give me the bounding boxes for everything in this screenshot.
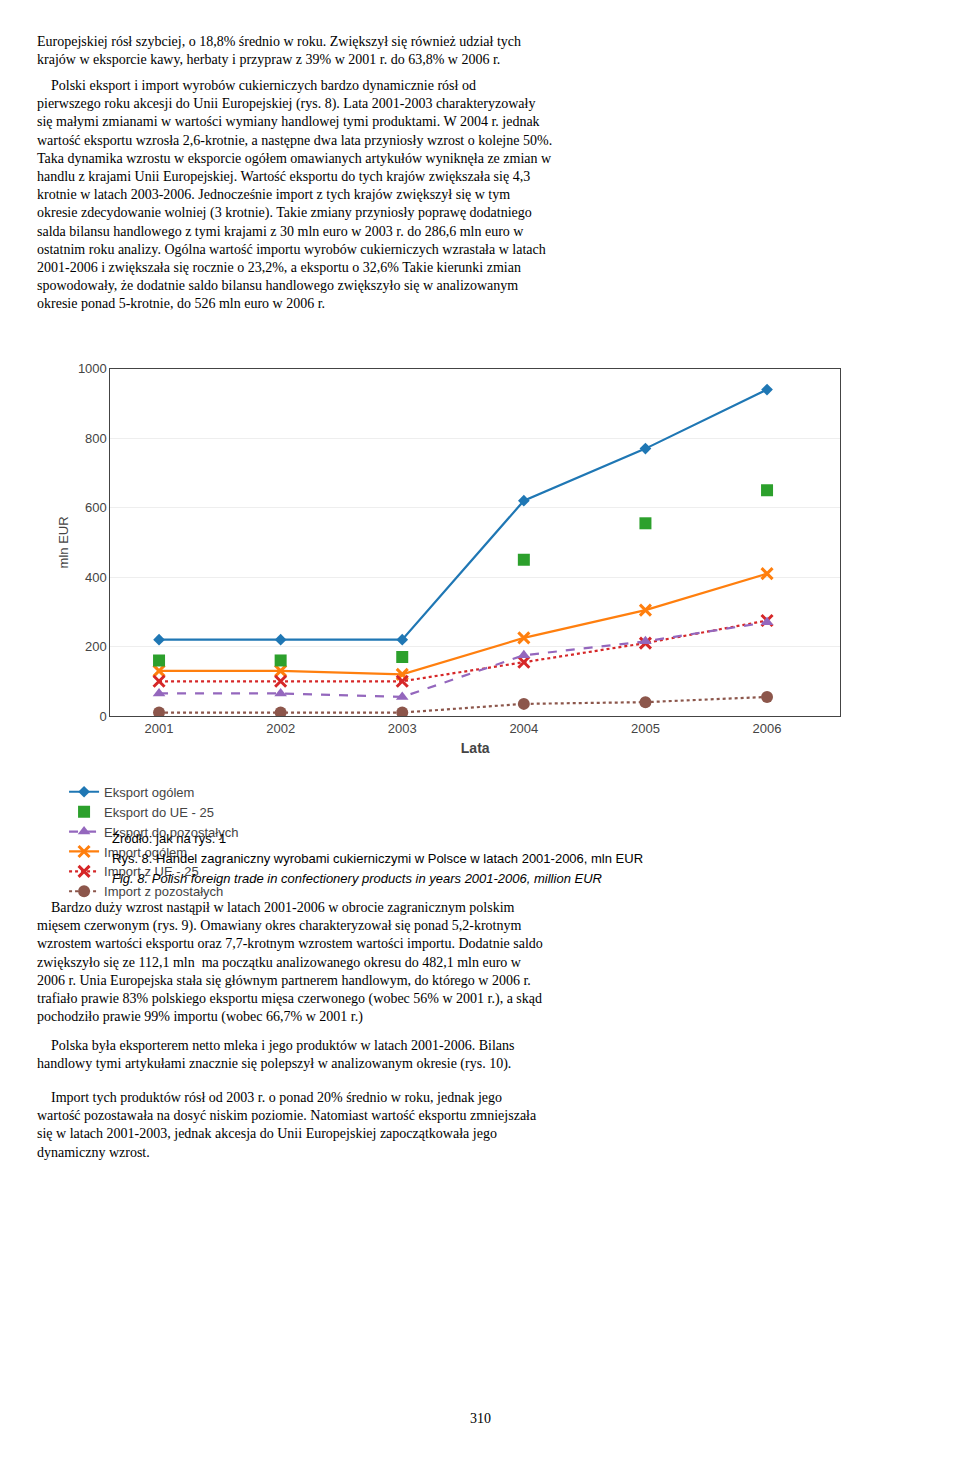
svg-text:310: 310 — [470, 1411, 491, 1426]
svg-text:1000: 1000 — [78, 361, 107, 376]
svg-text:Polski eksport i import wyrobó: Polski eksport i import wyrobów cukierni… — [37, 78, 552, 311]
svg-text:800: 800 — [85, 431, 107, 446]
svg-text:Import ogólem: Import ogólem — [104, 845, 187, 860]
svg-text:Eksport do pozostałych: Eksport do pozostałych — [104, 825, 238, 840]
svg-text:Polska była eksporterem netto: Polska była eksporterem netto mleka i je… — [37, 1038, 514, 1072]
svg-text:Bardzo duży wzrost nastąpił w: Bardzo duży wzrost nastąpił w latach 200… — [37, 900, 543, 1025]
svg-text:Europejskiej rósł szybciej, o: Europejskiej rósł szybciej, o 18,8% śred… — [37, 34, 521, 67]
svg-text:2002: 2002 — [266, 721, 295, 736]
svg-text:Import z UE - 25: Import z UE - 25 — [104, 864, 199, 879]
svg-text:Import z pozostałych: Import z pozostałych — [104, 884, 223, 899]
svg-text:Źródło: jak na rys. 1: Źródło: jak na rys. 1 — [112, 831, 226, 846]
svg-text:0: 0 — [100, 709, 107, 724]
svg-text:Import tych produktów rósł od: Import tych produktów rósł od 2003 r. o … — [37, 1090, 537, 1160]
svg-text:2006: 2006 — [753, 721, 782, 736]
svg-text:400: 400 — [85, 570, 107, 585]
svg-text:600: 600 — [85, 500, 107, 515]
svg-text:2004: 2004 — [509, 721, 538, 736]
svg-text:Lata: Lata — [461, 740, 490, 756]
svg-text:Eksport ogólem: Eksport ogólem — [104, 785, 194, 800]
svg-text:2003: 2003 — [388, 721, 417, 736]
svg-text:2001: 2001 — [145, 721, 174, 736]
svg-text:Rys. 8. Handel zagraniczny wyr: Rys. 8. Handel zagraniczny wyrobami cuki… — [112, 851, 643, 866]
svg-text:Fig. 8. Polish foreign trade i: Fig. 8. Polish foreign trade in confecti… — [112, 871, 602, 886]
svg-text:Eksport do UE - 25: Eksport do UE - 25 — [104, 805, 214, 820]
svg-text:2005: 2005 — [631, 721, 660, 736]
svg-text:200: 200 — [85, 639, 107, 654]
svg-text:mln EUR: mln EUR — [56, 516, 71, 568]
